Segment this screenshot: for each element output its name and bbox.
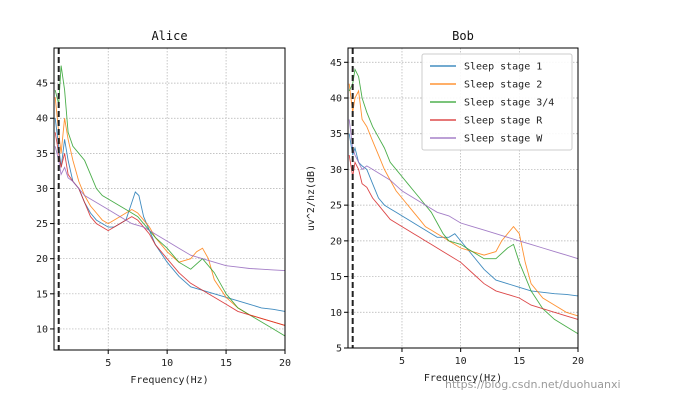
alice-ytick-label-30: 30 — [36, 184, 48, 195]
alice-ytick-label-20: 20 — [36, 254, 48, 265]
bob-series-sleep-stage-3-4 — [348, 67, 579, 335]
bob-ytick-label-45: 45 — [330, 58, 342, 69]
bob-ytick-label-10: 10 — [330, 308, 342, 319]
chart-alice: 5 10 15 20 10 15 20 25 30 35 40 45 Alice Frequency(Hz… — [36, 29, 291, 386]
alice-ytick-label-10: 10 — [36, 324, 48, 335]
alice-ytick-label-35: 35 — [36, 149, 48, 160]
alice-xtick-label-15: 15 — [220, 358, 232, 369]
bob-series-sleep-stage-1 — [348, 133, 579, 297]
bob-series-sleep-stage-w — [348, 119, 579, 260]
bob-ytick-label-20: 20 — [330, 236, 342, 247]
alice-xtick-label-20: 20 — [279, 358, 291, 369]
bob-ytick-label-40: 40 — [330, 94, 342, 105]
bob-series-sleep-stage-2 — [348, 83, 579, 317]
alice-series-sleep-stage-3-4 — [54, 65, 286, 337]
watermark-text: https://blog.csdn.net/duohuanxi — [445, 378, 621, 391]
legend-label-sleep-stage-2: Sleep stage 2 — [464, 80, 542, 91]
bob-ytick-label-25: 25 — [330, 201, 342, 212]
bob-xtick-label-10: 10 — [455, 356, 467, 367]
bob-ytick-label-5: 5 — [336, 344, 342, 355]
alice-series-sleep-stage-r — [54, 132, 286, 326]
alice-ytick-label-15: 15 — [36, 289, 48, 300]
bob-series-sleep-stage-r — [348, 155, 579, 320]
alice-ytick-label-25: 25 — [36, 219, 48, 230]
alice-xtick-label-5: 5 — [105, 358, 111, 369]
alice-axes-frame — [53, 47, 286, 351]
bob-ytick-label-30: 30 — [330, 165, 342, 176]
legend-label-sleep-stage-r: Sleep stage R — [464, 116, 543, 127]
legend-box — [421, 53, 573, 151]
alice-xlabel: Frequency(Hz) — [130, 375, 208, 386]
bob-ytick-label-15: 15 — [330, 272, 342, 283]
bob-xtick-label-15: 15 — [513, 356, 525, 367]
alice-title: Alice — [151, 29, 187, 43]
alice-ytick-label-45: 45 — [36, 79, 48, 90]
bob-legend: Sleep stage 1 Sleep stage 2 Sleep stage 3/… — [421, 53, 573, 151]
alice-ytick-label-40: 40 — [36, 114, 48, 125]
bob-ylabel: uv^2/hz(dB) — [306, 165, 317, 231]
bob-xtick-label-20: 20 — [572, 356, 584, 367]
bob-axes-frame — [347, 47, 579, 349]
legend-label-sleep-stage-1: Sleep stage 1 — [464, 62, 542, 73]
bob-title: Bob — [452, 29, 474, 43]
alice-series-sleep-stage-w — [54, 146, 286, 272]
chart-bob: 5 10 15 20 5 10 15 20 25 30 35 40 45 Bob Frequency(Hz)… — [306, 29, 584, 384]
alice-xtick-label-10: 10 — [161, 358, 173, 369]
bob-xlabel: Frequency(Hz) — [424, 373, 502, 384]
bob-ytick-label-35: 35 — [330, 129, 342, 140]
bob-xtick-label-5: 5 — [399, 356, 405, 367]
alice-series-sleep-stage-2 — [54, 97, 286, 326]
legend-label-sleep-stage-3-4: Sleep stage 3/4 — [464, 98, 554, 109]
legend-label-sleep-stage-w: Sleep stage W — [464, 134, 543, 145]
